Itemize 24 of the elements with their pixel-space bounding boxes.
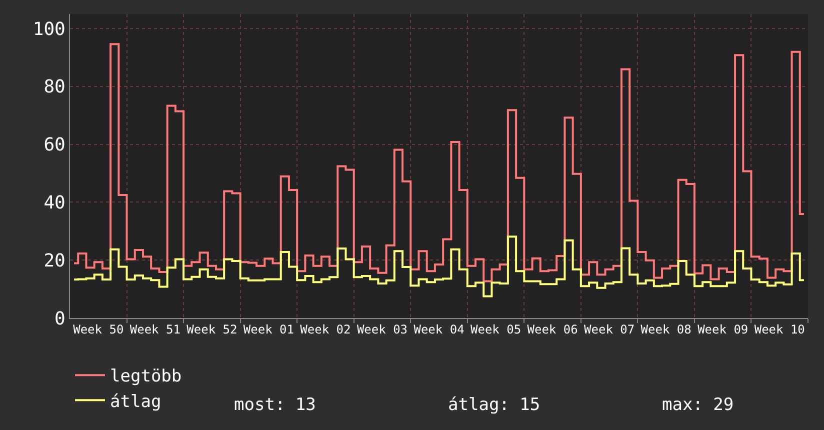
x-tick-label: Week 04 [414,322,464,336]
text: átlag: 15 [448,395,540,415]
y-tick-label: 20 [44,250,66,272]
text: most: 13 [234,395,316,415]
legend-label: legtöbb [110,366,182,387]
y-tick-label: 40 [44,192,66,214]
x-tick-label: Week 09 [698,322,748,336]
x-tick-label: Week 50 [73,322,124,336]
x-tick-label: Week 07 [584,322,635,336]
x-tick-label: Week 52 [186,322,238,336]
x-tick-label: Week 02 [300,322,351,336]
y-tick-label: 0 [54,308,66,330]
legend-label: átlag [110,392,162,412]
x-tick-label: Week 01 [243,322,294,336]
y-tick-label: 100 [32,18,66,40]
x-tick-label: Week 03 [356,322,408,336]
y-tick-label: 80 [44,76,66,98]
y-tick-label: 60 [44,134,66,156]
x-tick-label: Week 10 [754,322,805,336]
text: max: 29 [662,395,734,415]
x-tick-label: Week 05 [470,322,522,336]
x-tick-label: Week 08 [640,322,692,336]
x-tick-label: Week 06 [527,322,578,336]
x-tick-label: Week 51 [130,322,180,336]
